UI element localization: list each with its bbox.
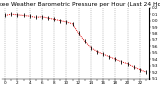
Title: Milwaukee Weather Barometric Pressure per Hour (Last 24 Hours): Milwaukee Weather Barometric Pressure pe… [0,2,160,7]
